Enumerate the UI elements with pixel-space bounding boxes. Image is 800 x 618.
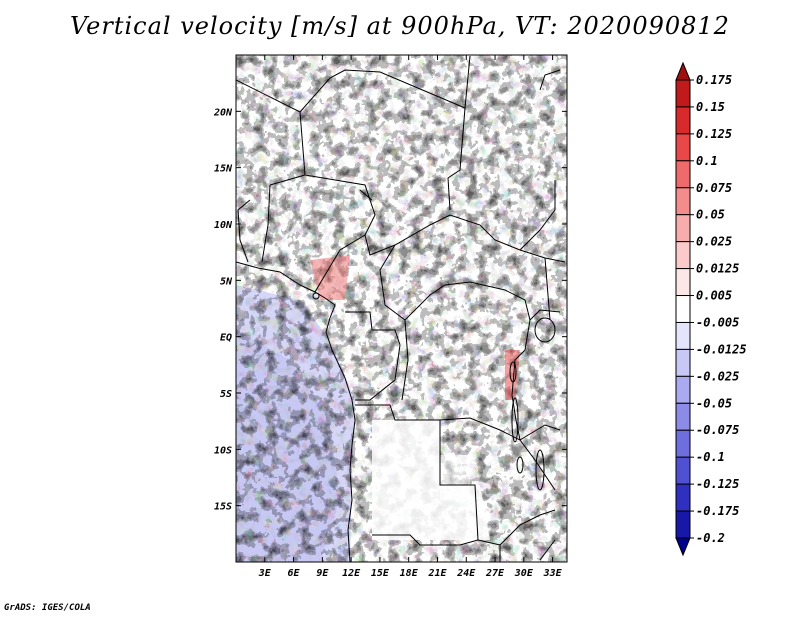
colorbar-label: -0.175 [696,504,739,518]
colorbar-label: -0.005 [696,315,739,329]
x-tick-label: 9E [316,568,329,579]
colorbar-label: 0.15 [696,100,725,114]
colorbar-swatch [675,510,691,539]
y-tick-label: 15N [214,164,233,175]
colorbar-swatch [675,295,691,323]
plot-title: Vertical velocity [m/s] at 900hPa, VT: 2… [70,12,730,40]
y-tick-label: 15S [214,502,232,513]
y-axis: 20N 15N 10N 5N EQ 5S 10S 15S [213,107,567,513]
y-tick-label: 5S [220,389,232,400]
colorbar-swatch [675,79,691,108]
velocity-field [236,55,567,562]
x-axis: 3E 6E 9E 12E 15E 18E 21E 24E 27E 30E 33E [258,55,563,579]
colorbar-swatch [675,214,691,243]
plot-frame [235,54,568,563]
colorbar-swatch [675,429,691,458]
y-tick-label: EQ [220,333,232,344]
x-tick-label: 30E [514,568,534,579]
colorbar-swatch [675,402,691,431]
country-borders [236,55,566,562]
colorbar-swatch [675,187,691,216]
y-tick-label: 10N [214,220,233,231]
colorbar-label: 0.175 [696,73,732,87]
y-tick-label: 5N [220,276,233,287]
y-tick-label: 10S [214,445,232,456]
lakes [312,292,556,491]
colorbar-swatch [675,348,691,377]
colorbar-label: 0.1 [696,154,718,168]
x-tick-label: 3E [258,568,272,579]
colorbar-label: -0.075 [696,423,739,437]
colorbar-swatch [675,61,691,81]
colorbar-swatch [675,133,691,162]
x-tick-label: 15E [371,568,390,579]
colorbar-label: -0.05 [696,396,732,410]
colorbar: 0.175 0.15 0.125 0.1 0.075 0.05 0.025 0.0125 0.0… [675,61,747,557]
colorbar-swatch [675,160,691,189]
colorbar-label: -0.125 [696,477,739,491]
colorbar-swatch [675,456,691,485]
y-tick-label: 20N [213,107,233,118]
colorbar-label: 0.025 [696,235,732,249]
colorbar-label: -0.2 [696,531,725,545]
colorbar-label: -0.0125 [696,342,747,356]
colorbar-swatch [675,321,691,350]
colorbar-label: 0.075 [696,181,732,195]
x-tick-label: 21E [427,568,447,579]
x-tick-label: 24E [456,568,476,579]
colorbar-swatch [675,241,691,270]
colorbar-label: 0.005 [696,289,732,303]
x-tick-label: 18E [400,568,419,579]
grads-credit: GrADS: IGES/COLA [4,603,91,613]
colorbar-label: -0.1 [696,450,725,464]
colorbar-label: 0.05 [696,208,725,222]
colorbar-swatch [675,268,691,297]
colorbar-label: 0.125 [696,127,732,141]
x-tick-label: 6E [288,568,301,579]
colorbar-label: -0.025 [696,369,739,383]
colorbar-swatch [675,375,691,404]
colorbar-swatch [675,537,691,557]
x-tick-label: 33E [543,568,563,579]
colorbar-swatch [675,483,691,512]
colorbar-label: 0.0125 [696,262,739,276]
colorbar-swatch [675,106,691,135]
x-tick-label: 27E [485,568,505,579]
x-tick-label: 12E [342,568,361,579]
